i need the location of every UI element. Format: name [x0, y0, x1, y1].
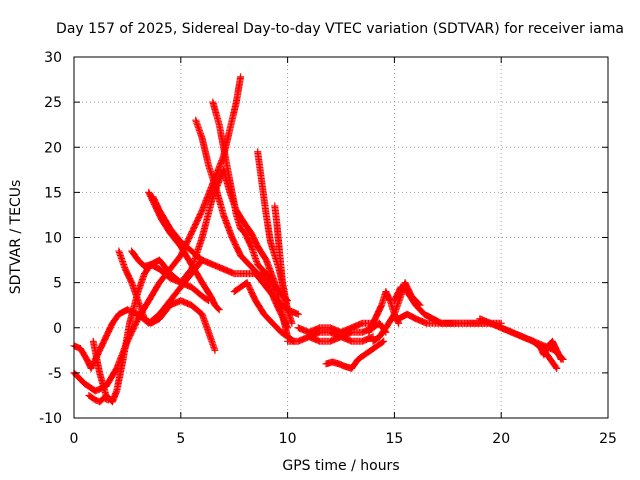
- y-tick-label: -5: [48, 366, 62, 382]
- data-point-markers: [529, 337, 565, 363]
- data-point-markers: [294, 319, 377, 336]
- y-tick-label: -10: [39, 411, 62, 427]
- series-track-5: [115, 247, 219, 354]
- data-point-markers: [271, 202, 292, 314]
- data-point-markers: [85, 391, 112, 406]
- chart-title: Day 157 of 2025, Sidereal Day-to-day VTE…: [56, 21, 624, 37]
- series-track-16: [294, 319, 377, 336]
- data-point-markers: [230, 279, 298, 345]
- y-tick-label: 30: [44, 50, 62, 66]
- tick-layer: 0 5 10 15 20 25 -10 -5 0 5 10 15 20 25 30: [39, 50, 617, 447]
- y-tick-label: 20: [44, 140, 62, 156]
- data-point-markers: [220, 166, 292, 341]
- data-layer: [70, 73, 567, 406]
- x-tick-label: 5: [176, 431, 185, 447]
- series-track-11: [220, 166, 292, 341]
- series-track-17: [305, 333, 377, 345]
- x-tick-label: 10: [279, 431, 297, 447]
- series-track-24: [529, 337, 565, 363]
- y-tick-label: 0: [53, 321, 62, 337]
- series-track-6: [128, 247, 213, 305]
- x-tick-label: 0: [70, 431, 79, 447]
- y-tick-label: 25: [44, 95, 62, 111]
- data-point-markers: [115, 247, 219, 354]
- x-tick-label: 15: [385, 431, 403, 447]
- data-point-markers: [322, 337, 388, 372]
- y-axis-label: SDTVAR / TECUs: [8, 180, 24, 295]
- series-track-4: [85, 391, 112, 406]
- x-axis-label: GPS time / hours: [282, 458, 399, 474]
- series-track-14: [230, 279, 298, 345]
- series-track-13: [271, 202, 292, 314]
- x-tick-label: 20: [492, 431, 510, 447]
- y-tick-label: 10: [44, 231, 62, 247]
- data-point-markers: [128, 247, 213, 305]
- grid-layer: [74, 57, 608, 418]
- series-track-18: [322, 337, 388, 372]
- data-point-markers: [305, 333, 377, 345]
- y-tick-label: 15: [44, 185, 62, 201]
- y-tick-label: 5: [53, 276, 62, 292]
- x-tick-label: 25: [599, 431, 617, 447]
